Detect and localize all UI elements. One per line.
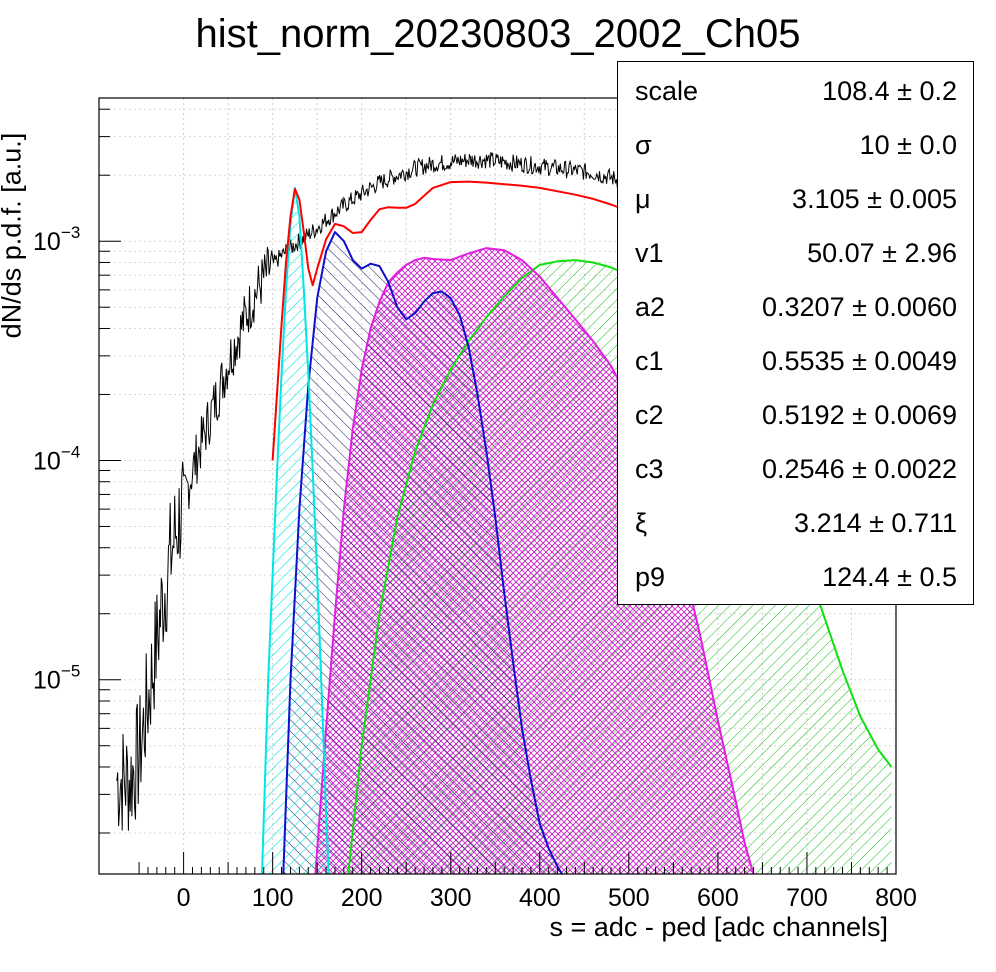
stat-row: p9 124.4 ± 0.5 bbox=[618, 548, 973, 602]
x-tick-label: 0 bbox=[177, 884, 191, 912]
stat-row: c1 0.5535 ± 0.0049 bbox=[618, 332, 973, 386]
stat-name: c2 bbox=[635, 400, 664, 430]
y-tick-label: 10 bbox=[33, 447, 61, 475]
stat-row: scale 108.4 ± 0.2 bbox=[618, 62, 973, 116]
stat-name: c3 bbox=[635, 454, 664, 484]
stat-value: 3.105 ± 0.005 bbox=[792, 184, 957, 214]
stat-name: μ bbox=[635, 184, 651, 214]
x-tick-label: 700 bbox=[786, 884, 828, 912]
stat-value: 3.214 ± 0.711 bbox=[794, 508, 957, 538]
stat-row: a2 0.3207 ± 0.0060 bbox=[618, 278, 973, 332]
y-tick-exponent: −5 bbox=[61, 662, 80, 681]
x-tick-label: 400 bbox=[519, 884, 561, 912]
stat-row: μ 3.105 ± 0.005 bbox=[618, 170, 973, 224]
y-tick-label: 10 bbox=[33, 667, 61, 695]
fit-stats-box: scale 108.4 ± 0.2 σ 10 ± 0.0 μ 3.105 ± 0.005 v… bbox=[617, 61, 974, 605]
x-tick-label: 300 bbox=[430, 884, 472, 912]
stat-row: v1 50.07 ± 2.96 bbox=[618, 224, 973, 278]
stat-value: 0.5535 ± 0.0049 bbox=[762, 346, 957, 376]
stat-name: c1 bbox=[635, 346, 664, 376]
x-tick-label: 800 bbox=[875, 884, 917, 912]
stat-value: 50.07 ± 2.96 bbox=[807, 238, 957, 268]
y-tick-label: 10 bbox=[33, 228, 61, 256]
stat-row: ξ 3.214 ± 0.711 bbox=[618, 494, 973, 548]
stat-row: c3 0.2546 ± 0.0022 bbox=[618, 440, 973, 494]
stat-value: 10 ± 0.0 bbox=[859, 130, 957, 160]
x-tick-label: 200 bbox=[341, 884, 383, 912]
stat-name: v1 bbox=[635, 238, 664, 268]
y-tick-exponent: −3 bbox=[61, 223, 80, 242]
stat-name: σ bbox=[635, 130, 652, 160]
stat-name: a2 bbox=[635, 292, 666, 322]
y-axis-label: dN/ds p.d.f. [a.u.] bbox=[0, 132, 27, 339]
stat-name: scale bbox=[635, 76, 699, 106]
stat-row: c2 0.5192 ± 0.0069 bbox=[618, 386, 973, 440]
stat-value: 0.3207 ± 0.0060 bbox=[762, 292, 957, 322]
chart-title: hist_norm_20230803_2002_Ch05 bbox=[195, 12, 801, 56]
series-data-histogram bbox=[116, 152, 638, 831]
series-pe2-fill bbox=[283, 232, 563, 874]
stat-value: 0.2546 ± 0.0022 bbox=[762, 454, 957, 484]
y-tick-exponent: −4 bbox=[61, 442, 80, 461]
stat-value: 108.4 ± 0.2 bbox=[822, 76, 957, 106]
stat-name: ξ bbox=[635, 508, 648, 538]
series-pe2-line bbox=[282, 231, 563, 874]
x-tick-label: 500 bbox=[608, 884, 650, 912]
x-tick-label: 100 bbox=[252, 884, 294, 912]
stat-row: σ 10 ± 0.0 bbox=[618, 116, 973, 170]
series-pe1-fill bbox=[262, 187, 329, 874]
x-axis-label: s = adc - ped [adc channels] bbox=[549, 912, 888, 942]
stat-value: 124.4 ± 0.5 bbox=[822, 562, 957, 592]
series-pe1-line bbox=[261, 186, 330, 874]
stat-name: p9 bbox=[635, 562, 666, 592]
x-tick-label: 600 bbox=[697, 884, 739, 912]
stat-value: 0.5192 ± 0.0069 bbox=[762, 400, 957, 430]
